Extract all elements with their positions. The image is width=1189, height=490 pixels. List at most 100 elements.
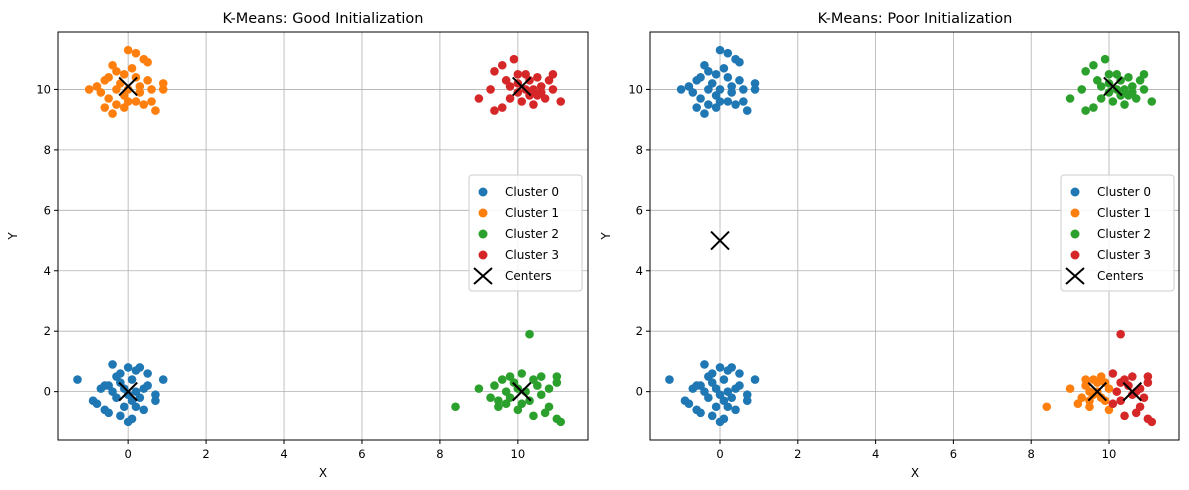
cluster-0-point — [704, 393, 713, 402]
cluster-2-point — [494, 402, 503, 412]
cluster-2-point — [1139, 70, 1149, 79]
cluster-1-point — [143, 57, 152, 67]
cluster-2-point — [1116, 76, 1125, 85]
cluster-0-point — [735, 76, 744, 85]
cluster-0-point — [700, 360, 709, 369]
cluster-1-point — [127, 63, 137, 73]
cluster-1-point — [1073, 399, 1083, 409]
cluster-0-point — [723, 48, 733, 58]
x-axis-label: X — [319, 466, 327, 480]
cluster-3-point — [1143, 414, 1153, 424]
cluster-3-point — [1116, 329, 1125, 339]
chart-title: K-Means: Poor Initialization — [818, 11, 1013, 27]
cluster-0-point — [696, 408, 705, 418]
cluster-0-point — [727, 393, 736, 402]
cluster-2-point — [490, 381, 499, 390]
cluster-1-point — [84, 85, 94, 94]
legend-marker — [1065, 267, 1085, 285]
cluster-2-point — [1077, 85, 1087, 94]
cluster-0-point — [707, 411, 717, 421]
cluster-3-point — [1124, 381, 1133, 390]
cluster-0-point — [92, 399, 102, 409]
x-tick-label: 10 — [1102, 447, 1117, 461]
cluster-0-point — [119, 402, 129, 412]
cluster-2-point — [1139, 85, 1149, 94]
cluster-3-point — [1112, 387, 1122, 396]
cluster-2-point — [501, 399, 511, 409]
legend-label: Cluster 0 — [1097, 185, 1151, 199]
x-tick-label: 0 — [716, 447, 723, 461]
cluster-2-point — [1100, 54, 1110, 64]
cluster-0-point — [742, 396, 752, 406]
cluster-2-point — [536, 390, 546, 399]
y-axis-label: Y — [599, 232, 613, 241]
center-marker — [1087, 381, 1108, 402]
legend-label: Cluster 3 — [1097, 248, 1151, 262]
cluster-1-point — [1081, 375, 1090, 384]
cluster-1-point — [147, 97, 156, 106]
cluster-0-point — [100, 381, 110, 390]
cluster-3-point — [548, 85, 558, 94]
cluster-0-point — [127, 375, 137, 384]
cluster-0-point — [676, 85, 686, 94]
cluster-0-point — [665, 375, 674, 384]
cluster-1-point — [108, 109, 117, 118]
cluster-1-point — [1104, 384, 1114, 393]
cluster-1-point — [158, 79, 168, 88]
cluster-2-point — [1089, 60, 1098, 70]
legend-box — [468, 174, 583, 292]
cluster-2-point — [529, 411, 538, 421]
cluster-0-point — [108, 360, 117, 369]
legend-marker — [1070, 187, 1080, 197]
cluster-1-point — [100, 103, 110, 112]
cluster-0-point — [116, 411, 125, 421]
cluster-0-point — [151, 396, 160, 406]
cluster-2-point — [533, 381, 542, 390]
cluster-3-point — [1108, 369, 1118, 378]
cluster-2-point — [1108, 97, 1118, 106]
y-tick-label: 4 — [44, 264, 51, 278]
cluster-3-point — [497, 103, 507, 112]
cluster-0-point — [711, 402, 721, 412]
cluster-0-point — [750, 79, 760, 88]
cluster-0-point — [742, 106, 752, 115]
cluster-2-point — [1089, 103, 1098, 112]
plot-frame — [649, 31, 1180, 441]
legend-label: Cluster 0 — [505, 185, 559, 199]
cluster-0-point — [735, 369, 744, 378]
chart-good-initialization: K-Means: Good Initialization 0 2 4 6 8 10 0 2 4 6… — [6, 11, 589, 480]
cluster-3-point — [513, 88, 523, 97]
cluster-0-point — [143, 369, 152, 378]
data-points — [73, 45, 566, 427]
cluster-0-point — [692, 103, 701, 112]
cluster-0-point — [711, 70, 721, 79]
center-marker — [118, 381, 138, 402]
cluster-1-point — [1093, 378, 1102, 387]
cluster-0-point — [723, 97, 733, 106]
cluster-0-point — [727, 363, 736, 372]
cluster-0-point — [750, 85, 760, 94]
cluster-3-point — [1116, 378, 1125, 387]
cluster-3-point — [490, 66, 499, 76]
cluster-0-point — [723, 402, 733, 412]
cluster-0-point — [719, 375, 729, 384]
cluster-0-point — [696, 73, 705, 82]
cluster-0-point — [739, 85, 748, 94]
cluster-2-point — [451, 402, 460, 412]
cluster-3-point — [556, 97, 566, 106]
cluster-2-point — [552, 372, 562, 381]
y-tick-label: 10 — [36, 82, 51, 96]
x-tick-label: 6 — [950, 447, 957, 461]
legend-label: Cluster 2 — [1097, 227, 1151, 241]
cluster-2-point — [1120, 100, 1129, 109]
cluster-0-point — [143, 381, 152, 390]
cluster-1-point — [123, 97, 133, 106]
cluster-2-point — [1131, 94, 1141, 103]
y-tick-label: 10 — [628, 82, 643, 96]
cluster-1-point — [1042, 402, 1052, 412]
cluster-3-point — [1116, 396, 1125, 406]
cluster-3-point — [533, 73, 542, 82]
y-tick-label: 0 — [44, 385, 51, 399]
cluster-3-point — [1128, 372, 1137, 381]
cluster-0-point — [715, 97, 725, 106]
